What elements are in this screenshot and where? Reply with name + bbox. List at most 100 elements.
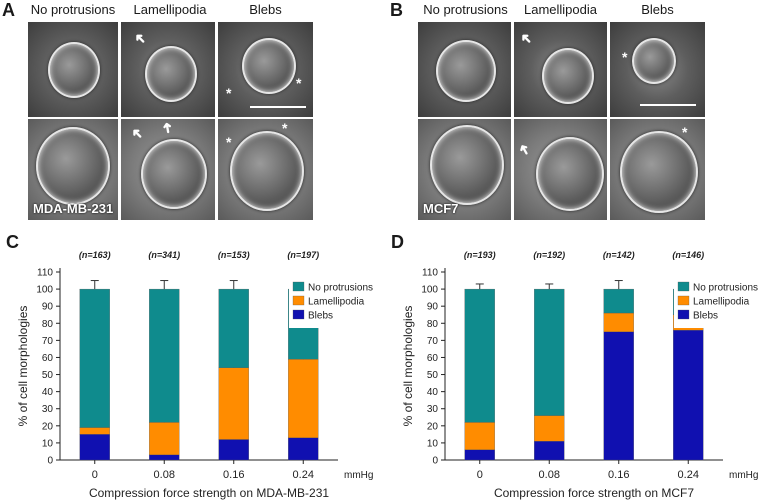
micrograph-b-no-protrusions-top — [418, 22, 511, 117]
panel-letter-d: D — [391, 232, 404, 252]
micrograph-a-blebs-bottom: * * — [218, 119, 313, 220]
arrow-marker: ➜ — [516, 29, 536, 49]
x-axis-label: Compression force strength on MDA-MB-231 — [89, 486, 329, 500]
asterisk-marker: * — [282, 120, 288, 136]
column-label-blebs-b: Blebs — [641, 2, 674, 17]
legend-label: Lamellipodia — [308, 297, 365, 308]
sample-size-label: (n=197) — [287, 250, 319, 260]
y-tick-label: 60 — [427, 353, 439, 364]
panel-letter-b: B — [390, 0, 403, 20]
sample-size-label: (n=341) — [148, 250, 180, 260]
x-tick-label: 0.24 — [678, 469, 699, 481]
chart-d: D 0 10 20 30 40 50 60 70 80 90 100 110 0 (n=193) 0.08 (n… — [391, 232, 770, 500]
bar-segment-lamellipodia — [218, 367, 249, 440]
bar-segment-blebs — [288, 437, 319, 461]
arrow-marker: ➜ — [514, 140, 534, 160]
column-label-no-protrusions-b: No protrusions — [423, 2, 508, 17]
asterisk-marker: * — [296, 75, 302, 91]
legend-label: No protrusions — [693, 283, 758, 294]
y-axis-label: % of cell morphologies — [401, 306, 415, 427]
bar-segment-blebs — [603, 331, 634, 461]
legend-swatch-lamellipodia — [677, 295, 690, 306]
cell-body — [436, 40, 496, 102]
scale-bar — [250, 106, 306, 108]
y-tick-label: 110 — [37, 268, 53, 279]
y-tick-label: 30 — [42, 404, 54, 415]
y-tick-label: 60 — [42, 353, 54, 364]
sample-size-label: (n=163) — [79, 250, 111, 260]
y-tick-label: 10 — [427, 438, 439, 449]
x-tick-label: 0.08 — [154, 469, 175, 481]
sample-size-label: (n=146) — [672, 250, 704, 260]
y-tick-label: 40 — [42, 387, 54, 398]
legend-box — [289, 278, 385, 328]
micrograph-b-blebs-bottom: * — [610, 119, 705, 220]
chart-c: C 0 10 20 30 40 50 60 70 80 90 100 110 0 (n=163) 0.08 (n… — [6, 232, 385, 500]
micrograph-b-no-protrusions-bottom: MCF7 — [418, 119, 511, 220]
y-tick-label: 30 — [427, 404, 439, 415]
bar-segment-blebs — [464, 449, 495, 461]
bar-segment-lamellipodia — [149, 422, 180, 456]
bar-segment-no-protrusions — [464, 288, 495, 423]
x-axis-label: Compression force strength on MCF7 — [494, 486, 694, 500]
micrograph-a-lamellipodia-top: ➜ — [121, 22, 215, 117]
y-tick-label: 20 — [42, 421, 54, 432]
y-tick-label: 100 — [36, 285, 53, 296]
legend-swatch-no-protrusions — [677, 281, 690, 292]
bar-segment-blebs — [218, 439, 249, 461]
panel-letter-c: C — [6, 232, 19, 252]
cell-line-label-a: MDA-MB-231 — [33, 201, 114, 216]
panel-letter-a: A — [2, 0, 15, 20]
cell-body — [536, 137, 604, 211]
cell-line-label-b: MCF7 — [423, 201, 459, 216]
legend-swatch-no-protrusions — [292, 281, 305, 292]
micrograph-a-no-protrusions-bottom: MDA-MB-231 — [28, 119, 118, 220]
legend-box — [674, 278, 770, 328]
cell-body — [230, 131, 304, 211]
bar-segment-no-protrusions — [603, 288, 634, 314]
legend-label: Blebs — [693, 311, 718, 322]
sample-size-label: (n=193) — [464, 250, 496, 260]
scale-bar — [640, 104, 696, 106]
bar-segment-lamellipodia — [534, 415, 565, 442]
y-tick-label: 50 — [42, 370, 54, 381]
bar-segment-no-protrusions — [79, 288, 110, 428]
bar-segment-no-protrusions — [218, 288, 249, 368]
cell-body — [48, 42, 100, 98]
cell-body — [542, 48, 594, 104]
cell-body — [36, 127, 110, 205]
bar-segment-blebs — [673, 329, 704, 461]
arrow-marker: ➜ — [127, 124, 147, 144]
y-tick-label: 80 — [427, 319, 439, 330]
legend-label: No protrusions — [308, 283, 373, 294]
y-tick-label: 70 — [427, 336, 439, 347]
bar-segment-no-protrusions — [149, 288, 180, 423]
sample-size-label: (n=153) — [218, 250, 250, 260]
column-label-lamellipodia-a: Lamellipodia — [133, 2, 207, 17]
cell-body — [430, 125, 504, 205]
bar-segment-lamellipodia — [603, 312, 634, 332]
y-tick-label: 0 — [47, 456, 53, 467]
y-axis-label: % of cell morphologies — [16, 306, 30, 427]
bar-segment-blebs — [79, 434, 110, 461]
bar-segment-lamellipodia — [288, 359, 319, 438]
column-label-lamellipodia-b: Lamellipodia — [524, 2, 597, 17]
y-tick-label: 70 — [42, 336, 54, 347]
asterisk-marker: * — [226, 85, 232, 101]
x-tick-label: 0.24 — [293, 469, 314, 481]
legend-swatch-blebs — [292, 309, 305, 320]
legend-label: Lamellipodia — [693, 297, 750, 308]
y-tick-label: 90 — [427, 302, 439, 313]
y-tick-label: 110 — [422, 268, 438, 279]
y-tick-label: 0 — [432, 456, 438, 467]
x-tick-label: 0 — [92, 469, 98, 481]
x-tick-label: 0 — [477, 469, 483, 481]
micrograph-a-no-protrusions-top — [28, 22, 118, 117]
legend-label: Blebs — [308, 311, 333, 322]
arrow-marker: ➜ — [130, 29, 150, 49]
column-label-blebs-a: Blebs — [249, 2, 282, 17]
asterisk-marker: * — [682, 124, 688, 140]
micrograph-a-lamellipodia-bottom: ➜ ➜ — [121, 119, 215, 220]
y-tick-label: 10 — [42, 438, 54, 449]
bar-segment-blebs — [149, 454, 180, 461]
